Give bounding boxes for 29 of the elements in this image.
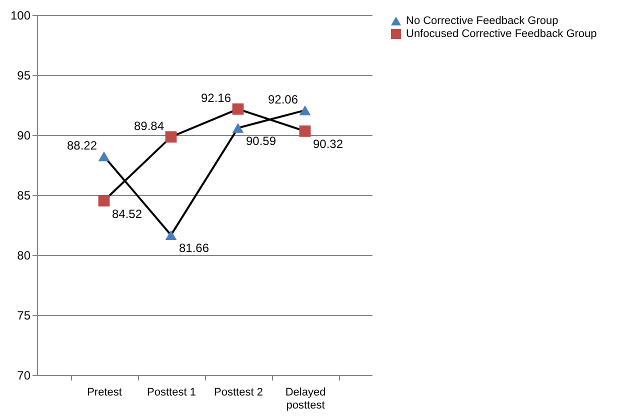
data-label: 90.59 <box>246 134 276 148</box>
point <box>98 195 110 206</box>
x-tick-label: Posttest 1 <box>147 386 196 398</box>
x-tick-label: Delayed posttest <box>285 386 326 412</box>
y-tick-label: 100 <box>10 8 31 22</box>
legend-label: No Corrective Feedback Group <box>406 15 558 27</box>
data-label: 88.22 <box>66 138 98 152</box>
data-label: 81.66 <box>179 241 210 256</box>
data-label: 92.16 <box>200 91 232 106</box>
point <box>98 151 110 162</box>
point <box>299 105 311 116</box>
y-tick-label: 85 <box>17 188 31 202</box>
point <box>232 122 244 133</box>
point <box>232 103 244 115</box>
point <box>165 230 177 240</box>
y-tick-label: 75 <box>17 308 31 322</box>
x-tick-label: Pretest <box>87 386 122 398</box>
point <box>299 125 311 137</box>
y-tick-label: 95 <box>17 68 31 82</box>
data-label: 92.06 <box>268 92 298 106</box>
x-tick-label: Posttest 2 <box>214 386 263 398</box>
y-tick-label: 90 <box>17 128 31 142</box>
data-label: 84.52 <box>112 206 142 221</box>
data-label: 89.84 <box>134 118 164 133</box>
y-tick-label: 70 <box>17 368 31 382</box>
legend-label: Unfocused Corrective Feedback Group <box>406 28 597 40</box>
y-tick-label: 80 <box>17 248 31 262</box>
data-label: 90.32 <box>313 137 344 152</box>
point <box>165 131 177 143</box>
